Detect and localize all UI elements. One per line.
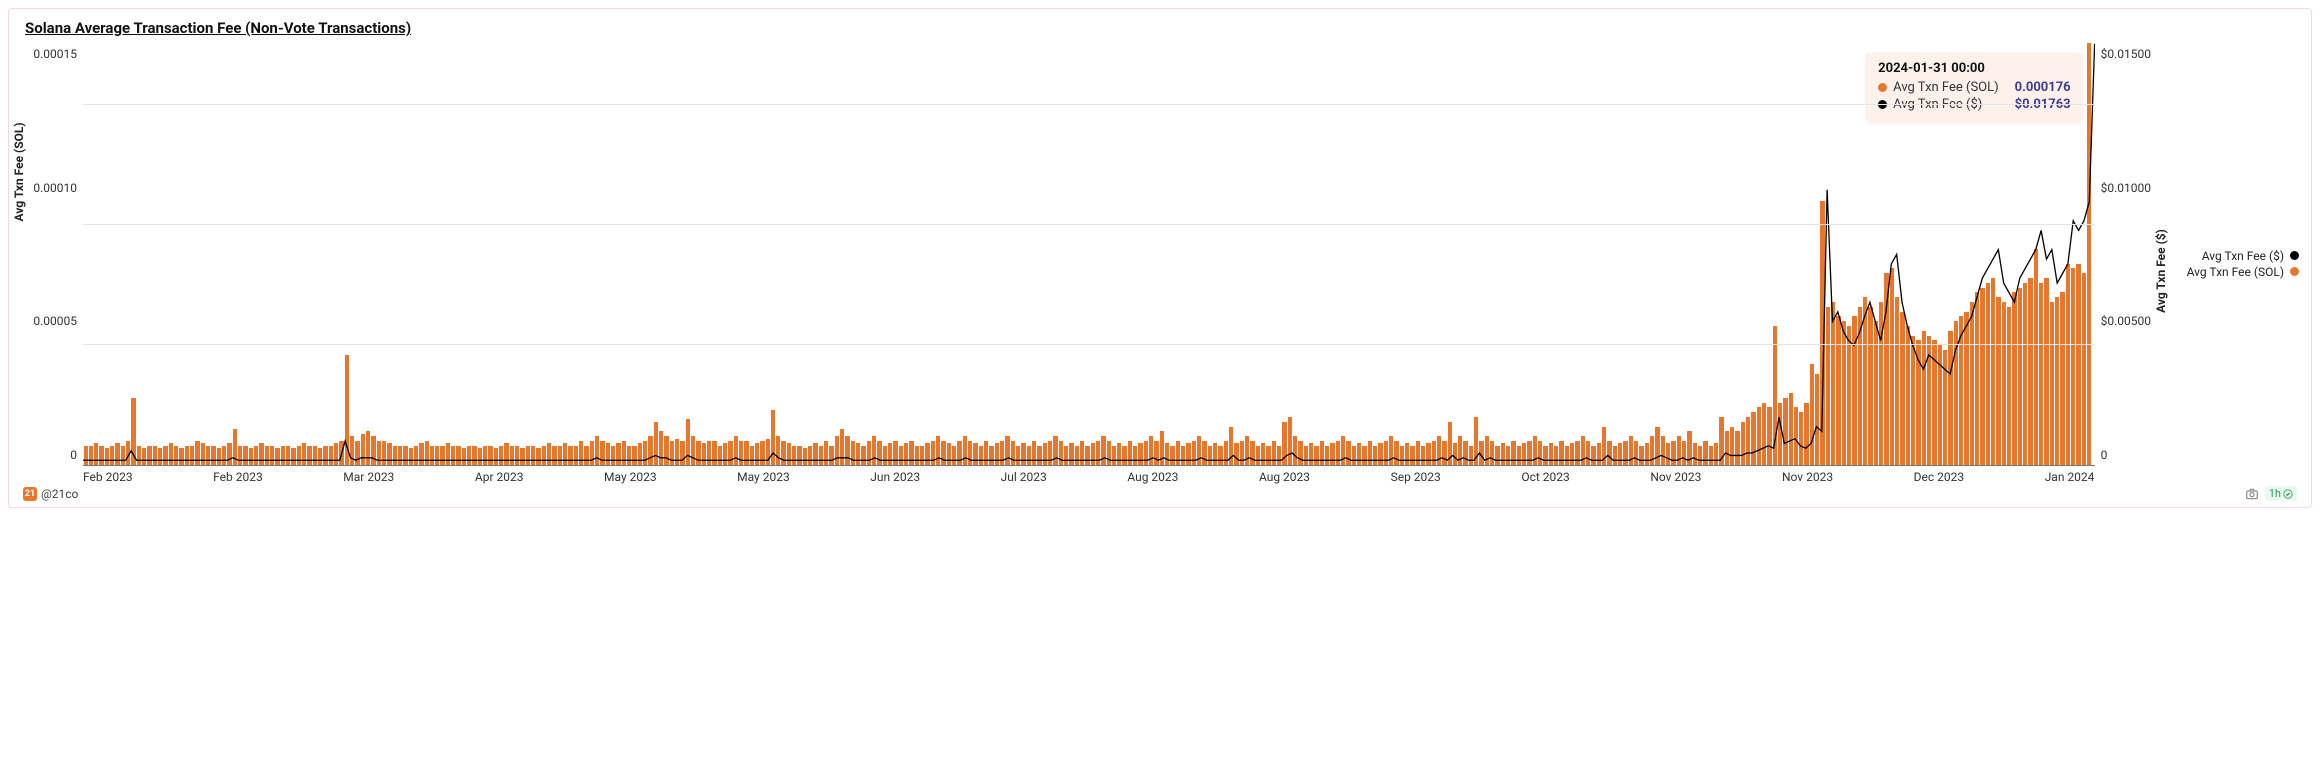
tooltip-series-value: 0.000176 [2015, 80, 2071, 95]
gridline [83, 344, 2095, 345]
author-badge-icon: 21 [23, 487, 37, 501]
x-tick: Aug 2023 [1127, 470, 1178, 484]
line-series [83, 43, 2095, 465]
y-axis-left-label: Avg Txn Fee (SOL) [12, 122, 26, 221]
tooltip-row: Avg Txn Fee (SOL) 0.000176 [1878, 80, 2070, 95]
card-footer: 21 @21co 1h [23, 486, 2297, 501]
legend-item[interactable]: Avg Txn Fee (SOL) [2169, 265, 2299, 279]
tooltip: 2024-01-31 00:00 Avg Txn Fee (SOL) 0.0001… [1866, 53, 2082, 122]
tooltip-series-label: Avg Txn Fee (SOL) [1893, 80, 1998, 95]
author-handle: @21co [41, 487, 78, 501]
x-tick: Dec 2023 [1914, 470, 1964, 484]
legend: Avg Txn Fee ($) Avg Txn Fee (SOL) [2169, 247, 2299, 281]
legend-container: Avg Txn Fee ($) Avg Txn Fee (SOL) [2157, 43, 2297, 484]
refresh-label: 1h [2269, 487, 2281, 500]
x-tick: Aug 2023 [1259, 470, 1310, 484]
tooltip-dot-icon [1878, 83, 1887, 92]
y-tick-left: 0.00005 [29, 314, 77, 328]
gridline [83, 104, 2095, 105]
x-tick: Feb 2023 [83, 470, 133, 484]
chart-area: Avg Txn Fee (SOL) 0.000150.000100.000050… [23, 43, 2297, 484]
x-tick: Jul 2023 [1001, 470, 1047, 484]
legend-label: Avg Txn Fee ($) [2202, 249, 2284, 263]
y-tick-left: 0 [29, 448, 77, 462]
x-tick: Mar 2023 [343, 470, 394, 484]
chart-title[interactable]: Solana Average Transaction Fee (Non-Vote… [25, 19, 2297, 37]
screenshot-icon[interactable] [2245, 487, 2259, 501]
legend-dot-icon [2290, 267, 2299, 276]
y-ticks-left: 0.00015 0.00010 0.00005 0 [23, 43, 83, 484]
y-tick-right: 0 [2101, 448, 2151, 462]
x-tick: Nov 2023 [1650, 470, 1701, 484]
chart-card: Solana Average Transaction Fee (Non-Vote… [8, 8, 2312, 508]
x-ticks: Feb 2023 Feb 2023 Mar 2023 Apr 2023 May 2023… [83, 466, 2095, 484]
y-tick-right: $0.00500 [2101, 314, 2151, 328]
legend-item[interactable]: Avg Txn Fee ($) [2169, 249, 2299, 263]
x-tick: Apr 2023 [475, 470, 524, 484]
y-ticks-right: $0.01500 $0.01000 $0.00500 0 [2095, 43, 2157, 484]
plot-area[interactable]: 2024-01-31 00:00 Avg Txn Fee (SOL) 0.0001… [83, 43, 2095, 466]
x-tick: Feb 2023 [213, 470, 263, 484]
refresh-badge[interactable]: 1h [2265, 486, 2297, 501]
author[interactable]: 21 @21co [23, 487, 78, 501]
check-icon [2283, 489, 2293, 499]
x-tick: Jun 2023 [870, 470, 920, 484]
gridline [83, 224, 2095, 225]
y-tick-left: 0.00010 [29, 181, 77, 195]
x-tick: Jan 2024 [2045, 470, 2095, 484]
x-tick: Oct 2023 [1521, 470, 1569, 484]
plot-row: Avg Txn Fee (SOL) 0.000150.000100.000050… [23, 43, 2297, 484]
x-tick: May 2023 [604, 470, 657, 484]
y-tick-right: $0.01500 [2101, 47, 2151, 61]
line-path [83, 44, 2095, 461]
x-tick: May 2023 [737, 470, 790, 484]
legend-dot-icon [2290, 251, 2299, 260]
y-tick-left: 0.00015 [29, 47, 77, 61]
legend-label: Avg Txn Fee (SOL) [2187, 265, 2284, 279]
x-tick: Nov 2023 [1782, 470, 1833, 484]
x-tick: Sep 2023 [1391, 470, 1441, 484]
tooltip-date: 2024-01-31 00:00 [1878, 61, 2070, 76]
y-tick-right: $0.01000 [2101, 181, 2151, 195]
